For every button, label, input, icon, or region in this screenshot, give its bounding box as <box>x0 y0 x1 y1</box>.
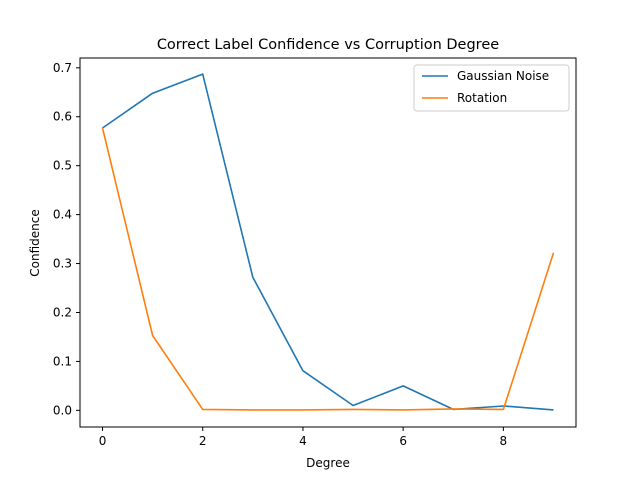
y-tick-label: 0.0 <box>53 403 72 417</box>
y-tick-label: 0.3 <box>53 257 72 271</box>
x-tick-label: 8 <box>500 434 508 448</box>
y-tick-label: 0.6 <box>53 110 72 124</box>
series-line-0 <box>102 73 554 411</box>
series-lines <box>101 73 555 411</box>
legend: Gaussian Noise Rotation <box>413 64 570 112</box>
series-line-1 <box>101 127 555 411</box>
x-axis-label: Degree <box>306 456 350 470</box>
x-tick-label: 2 <box>199 434 207 448</box>
legend-box <box>413 64 570 112</box>
axis-ticks: 0 2 4 6 8 0.0 0.1 0.2 0.3 0.4 0.5 0.6 0.7 <box>53 61 507 448</box>
y-axis-label: Confidence <box>28 209 42 276</box>
y-tick-label: 0.5 <box>53 159 72 173</box>
x-tick-label: 4 <box>299 434 307 448</box>
x-tick-label: 0 <box>99 434 107 448</box>
x-tick-label: 6 <box>399 434 407 448</box>
y-tick-label: 0.7 <box>53 61 72 75</box>
y-tick-label: 0.1 <box>53 354 72 368</box>
plot-area <box>79 57 577 428</box>
plot-frame <box>79 57 577 428</box>
chart-title: Correct Label Confidence vs Corruption D… <box>157 37 499 53</box>
y-tick-label: 0.4 <box>53 208 72 222</box>
y-tick-label: 0.2 <box>53 305 72 319</box>
legend-label: Rotation <box>457 91 507 105</box>
legend-label: Gaussian Noise <box>457 69 549 83</box>
